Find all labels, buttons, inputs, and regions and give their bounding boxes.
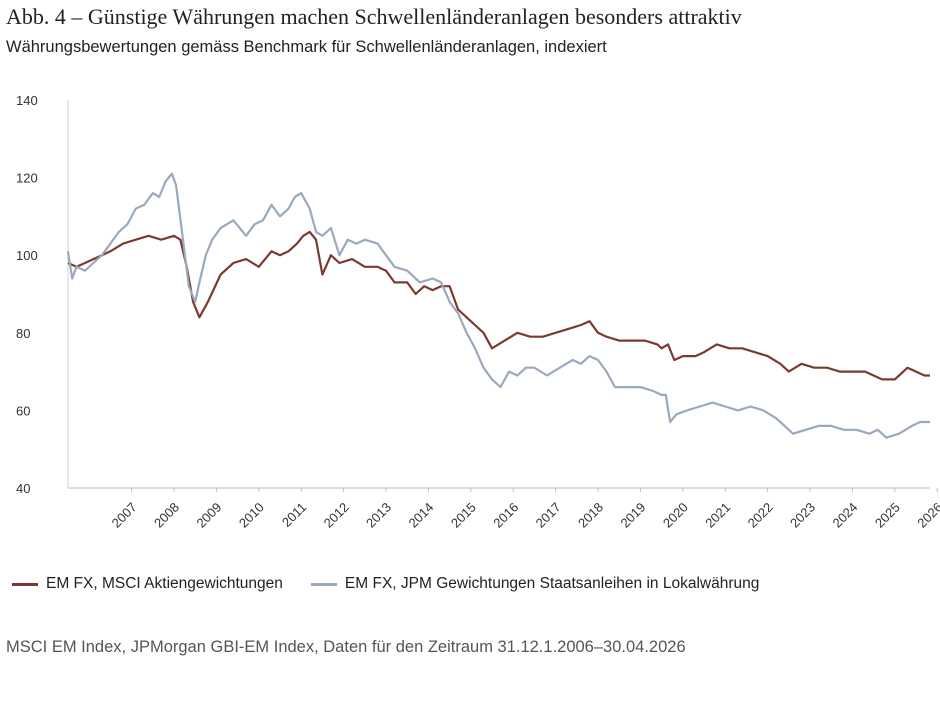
legend-label-msci: EM FX, MSCI Aktiengewichtungen	[46, 575, 283, 592]
x-tick-label: 2008	[151, 500, 182, 531]
x-tick-label: 2017	[533, 500, 564, 531]
y-tick-label: 40	[16, 481, 30, 496]
x-tick-label: 2009	[193, 500, 224, 531]
x-tick-label: 2024	[829, 500, 860, 531]
x-tick-label: 2025	[872, 500, 903, 531]
legend-item-jpm: EM FX, JPM Gewichtungen Staatsanleihen i…	[310, 575, 760, 593]
x-tick-label: 2012	[321, 500, 352, 531]
x-tick-label: 2023	[787, 500, 818, 531]
x-tick-label: 2019	[617, 500, 648, 531]
legend-label-jpm: EM FX, JPM Gewichtungen Staatsanleihen i…	[344, 575, 760, 592]
y-tick-label: 140	[16, 93, 38, 108]
series-line-msci	[67, 230, 930, 381]
x-tick-label: 2022	[745, 500, 776, 531]
x-tick-label: 2007	[109, 500, 140, 531]
y-tick-label: 60	[16, 403, 30, 418]
y-tick-label: 80	[16, 326, 30, 341]
line-chart: 40 60 80 100 120 140 2007 2008 2009 2010 2011 2012 2…	[16, 93, 940, 531]
y-tick-label: 120	[16, 171, 38, 186]
x-tick-label: 2011	[279, 500, 309, 530]
x-tick-label: 2018	[575, 500, 606, 531]
chart-legend: EM FX, MSCI Aktiengewichtungen EM FX, JP…	[12, 575, 787, 593]
x-tick-label: 2016	[490, 500, 521, 531]
chart-title: Abb. 4 – Günstige Währungen machen Schwe…	[6, 4, 742, 29]
x-tick-label: 2021	[702, 500, 733, 531]
x-tick-label: 2020	[660, 500, 691, 531]
chart-subtitle: Währungsbewertungen gemäss Benchmark für…	[6, 38, 607, 56]
x-tick-label: 2014	[405, 500, 436, 531]
legend-swatch-msci	[12, 582, 38, 586]
series-line-jpm	[66, 172, 930, 439]
source-note: MSCI EM Index, JPMorgan GBI-EM Index, Da…	[6, 638, 686, 656]
x-tick-label: 2015	[448, 500, 479, 531]
legend-item-msci: EM FX, MSCI Aktiengewichtungen	[12, 575, 283, 593]
y-tick-label: 100	[16, 248, 38, 263]
x-tick-label: 2010	[236, 500, 267, 531]
legend-swatch-jpm	[310, 582, 337, 586]
x-tick-label: 2026	[914, 500, 940, 531]
x-tick-label: 2013	[363, 500, 394, 531]
